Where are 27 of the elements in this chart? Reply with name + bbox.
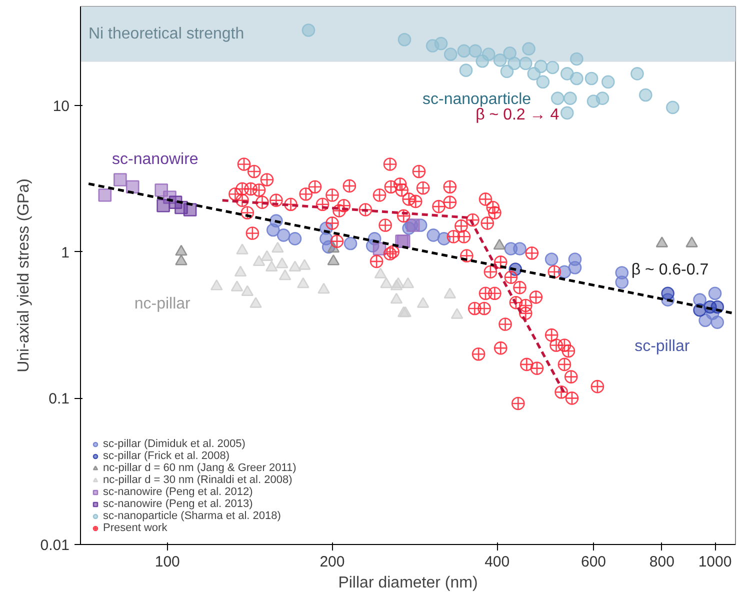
x-axis-title: Pillar diameter (nm) bbox=[338, 574, 478, 592]
y-axis-title: Uni-axial yield stress (GPa) bbox=[15, 178, 32, 372]
y-tick-label: 0.1 bbox=[48, 390, 70, 408]
legend-label: Present work bbox=[103, 522, 168, 534]
annotation: sc-nanoparticle bbox=[422, 91, 532, 108]
y-tick-label: 1 bbox=[61, 244, 70, 262]
legend-label: sc-pillar (Frick et al. 2008) bbox=[103, 450, 230, 462]
legend-label: nc-pillar d = 30 nm (Rinaldi et al. 2008) bbox=[103, 474, 292, 486]
x-tick-label: 400 bbox=[484, 554, 510, 570]
legend-label: sc-pillar (Dimiduk et al. 2005) bbox=[103, 438, 246, 450]
annotation: nc-pillar bbox=[134, 296, 192, 313]
x-tick-label: 100 bbox=[154, 554, 180, 570]
x-tick-label: 800 bbox=[649, 554, 674, 570]
annotation: sc-nanowire bbox=[112, 150, 198, 168]
x-tick-label: 600 bbox=[581, 554, 606, 570]
annotation: β ~ 0.6-0.7 bbox=[631, 262, 709, 279]
annotation: sc-pillar bbox=[634, 338, 690, 356]
legend-label: nc-pillar d = 60 nm (Jang & Greer 2011) bbox=[103, 462, 296, 474]
y-tick-label: 10 bbox=[52, 98, 70, 116]
legend-label: sc-nanoparticle (Sharma et al. 2018) bbox=[103, 510, 281, 522]
y-tick-label: 0.01 bbox=[40, 537, 70, 554]
legend-label: sc-nanowire (Peng et al. 2013) bbox=[103, 498, 253, 510]
band-label: Ni theoretical strength bbox=[88, 25, 244, 42]
legend-label: sc-nanowire (Peng et al. 2012) bbox=[103, 486, 253, 498]
x-tick-label: 1000 bbox=[698, 554, 732, 570]
x-tick-label: 200 bbox=[320, 554, 345, 570]
annotation: β ~ 0.2 → 4 bbox=[476, 106, 560, 124]
